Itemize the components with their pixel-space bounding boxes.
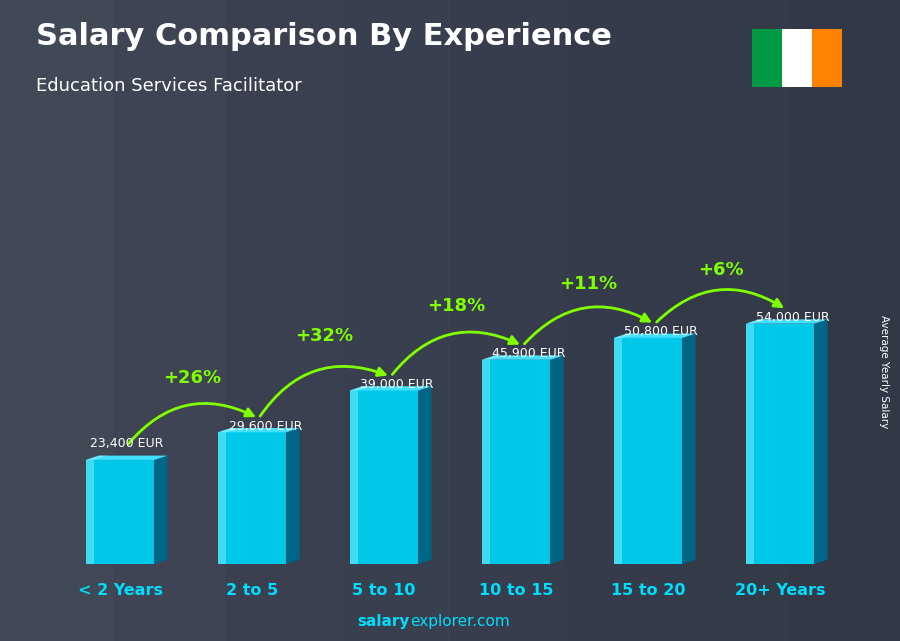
Polygon shape — [350, 386, 431, 390]
Bar — [812, 29, 842, 87]
Polygon shape — [682, 333, 696, 564]
Polygon shape — [350, 390, 418, 564]
Polygon shape — [218, 432, 286, 564]
Text: salary: salary — [357, 615, 410, 629]
Text: +11%: +11% — [560, 275, 617, 293]
Bar — [450, 0, 562, 641]
Polygon shape — [482, 355, 563, 360]
Polygon shape — [218, 428, 239, 432]
Bar — [112, 0, 225, 641]
Text: 29,600 EUR: 29,600 EUR — [229, 420, 302, 433]
Polygon shape — [614, 338, 682, 564]
Text: 23,400 EUR: 23,400 EUR — [90, 437, 163, 449]
Polygon shape — [286, 428, 300, 564]
Polygon shape — [86, 460, 154, 564]
Polygon shape — [746, 324, 814, 564]
Polygon shape — [86, 460, 94, 564]
Polygon shape — [154, 456, 167, 564]
Polygon shape — [482, 360, 550, 564]
Text: 54,000 EUR: 54,000 EUR — [756, 311, 830, 324]
Polygon shape — [614, 333, 696, 338]
Text: 45,900 EUR: 45,900 EUR — [492, 347, 566, 360]
Polygon shape — [418, 386, 431, 564]
Polygon shape — [350, 390, 358, 564]
Bar — [752, 29, 781, 87]
Polygon shape — [86, 456, 107, 460]
Bar — [781, 29, 812, 87]
Text: +26%: +26% — [164, 369, 221, 387]
Bar — [0, 0, 112, 641]
Polygon shape — [550, 355, 563, 564]
Text: Salary Comparison By Experience: Salary Comparison By Experience — [36, 22, 612, 51]
Polygon shape — [814, 319, 827, 564]
Text: +32%: +32% — [295, 328, 354, 345]
Bar — [562, 0, 675, 641]
Polygon shape — [746, 319, 767, 324]
Text: explorer.com: explorer.com — [410, 615, 510, 629]
Polygon shape — [482, 360, 490, 564]
Text: +18%: +18% — [428, 297, 486, 315]
Bar — [225, 0, 338, 641]
Text: Education Services Facilitator: Education Services Facilitator — [36, 77, 302, 95]
Text: Average Yearly Salary: Average Yearly Salary — [878, 315, 889, 428]
Bar — [788, 0, 900, 641]
Polygon shape — [746, 324, 754, 564]
Polygon shape — [218, 432, 226, 564]
Polygon shape — [746, 319, 827, 324]
Text: 50,800 EUR: 50,800 EUR — [625, 325, 698, 338]
Text: 39,000 EUR: 39,000 EUR — [360, 378, 434, 391]
Polygon shape — [86, 456, 167, 460]
Polygon shape — [218, 428, 300, 432]
Polygon shape — [350, 386, 371, 390]
Text: +6%: +6% — [698, 260, 743, 278]
Polygon shape — [482, 355, 503, 360]
Bar — [675, 0, 788, 641]
Bar — [338, 0, 450, 641]
Polygon shape — [614, 338, 622, 564]
Polygon shape — [614, 333, 635, 338]
